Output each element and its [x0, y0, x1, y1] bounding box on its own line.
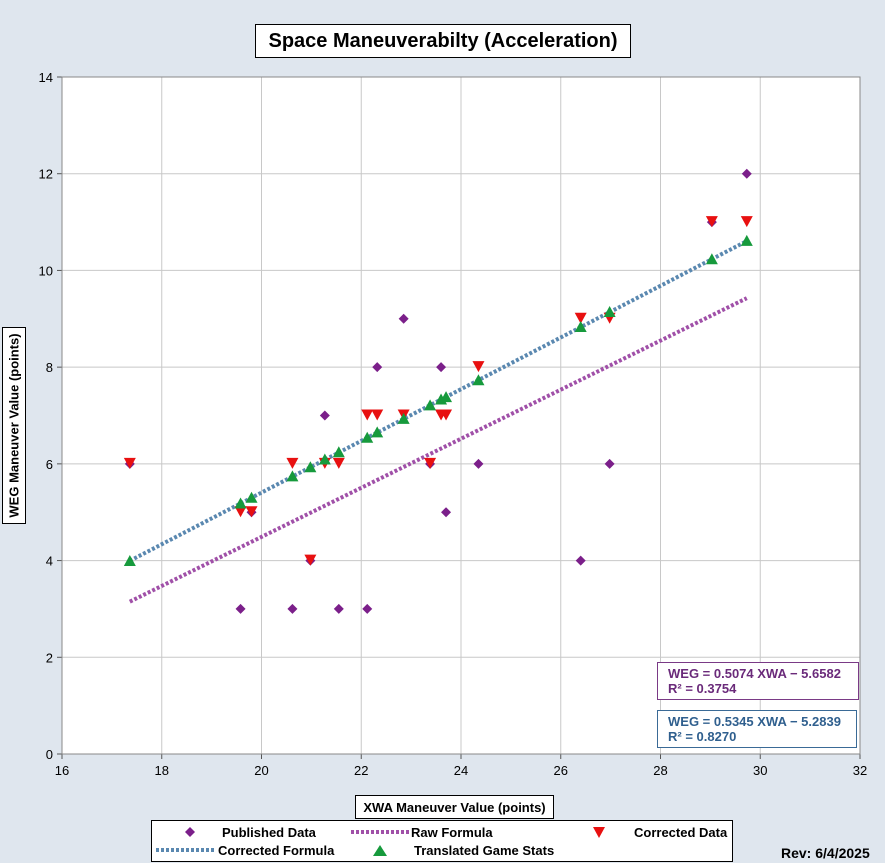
x-tick-label: 16 [55, 763, 69, 778]
translated-game-stats-point [123, 555, 136, 567]
y-tick-label: 14 [39, 70, 53, 85]
x-tick-label: 26 [554, 763, 568, 778]
y-tick-label: 8 [46, 360, 53, 375]
triangle-up-icon [352, 841, 414, 859]
corrected-data-point [472, 361, 485, 373]
x-tick-label: 18 [155, 763, 169, 778]
translated-game-stats-point [245, 491, 258, 503]
raw-equation-box: WEG = 0.5074 XWA − 5.6582 R² = 0.3754 [657, 662, 859, 700]
published-data-point [741, 168, 752, 179]
raw-r-squared: R² = 0.3754 [668, 681, 737, 696]
x-tick-label: 22 [354, 763, 368, 778]
translated-game-stats-point [574, 321, 587, 333]
corrected-data-point [371, 409, 384, 421]
published-data-point [436, 362, 447, 373]
published-data-point [473, 458, 484, 469]
translated-game-stats-point [332, 446, 345, 458]
translated-game-stats-point [318, 453, 331, 465]
raw-formula-line [128, 296, 748, 604]
legend-item-corrected-formula: Corrected Formula [154, 841, 334, 859]
published-data-point [575, 555, 586, 566]
corrected-data-point [123, 457, 136, 469]
translated-game-stats-point [440, 391, 453, 403]
y-tick-label: 2 [46, 650, 53, 665]
translated-game-stats-point [234, 497, 247, 509]
y-axis-label: WEG Maneuver Value (points) [6, 333, 22, 518]
published-data-point [441, 507, 452, 518]
translated-game-stats-point [472, 374, 485, 386]
corrected-data-point [740, 216, 753, 228]
corrected-data-point [424, 457, 437, 469]
x-tick-label: 32 [853, 763, 867, 778]
corrected-data-point [332, 457, 345, 469]
corrected-data-point [245, 506, 258, 518]
y-axis-label-box: WEG Maneuver Value (points) [2, 327, 26, 524]
diamond-icon [156, 823, 208, 841]
corrected-equation-box: WEG = 0.5345 XWA − 5.2839 R² = 0.8270 [657, 710, 857, 748]
dotted-line-icon [347, 823, 411, 841]
translated-game-stats-point [286, 470, 299, 482]
x-tick-label: 20 [254, 763, 268, 778]
translated-game-stats-point [603, 306, 616, 318]
revision-label: Rev: 6/4/2025 [781, 845, 870, 861]
x-tick-label: 30 [753, 763, 767, 778]
legend-label-raw-formula: Raw Formula [411, 824, 493, 840]
legend-label-published: Published Data [222, 824, 316, 840]
translated-game-stats-point [304, 461, 317, 473]
y-tick-label: 10 [39, 263, 53, 278]
corrected-data-point [574, 312, 587, 324]
corrected-data-point [304, 554, 317, 566]
published-data-point [287, 603, 298, 614]
translated-game-stats-point [397, 412, 410, 424]
legend-item-published: Published Data [156, 823, 316, 841]
raw-equation: WEG = 0.5074 XWA − 5.6582 [668, 666, 841, 681]
y-tick-label: 0 [46, 747, 53, 762]
triangle-down-icon [570, 823, 630, 841]
published-data-point [604, 458, 615, 469]
x-tick-label: 24 [454, 763, 468, 778]
x-axis-label: XWA Maneuver Value (points) [355, 795, 554, 819]
translated-game-stats-point [705, 253, 718, 265]
y-tick-label: 6 [46, 457, 53, 472]
published-data-point [235, 603, 246, 614]
corrected-data-point [361, 409, 374, 421]
y-tick-label: 4 [46, 554, 53, 569]
translated-game-stats-point [371, 426, 384, 438]
corrected-data-point [234, 506, 247, 518]
data-points [123, 168, 753, 614]
published-data-point [372, 362, 383, 373]
legend-item-corrected-data: Corrected Data [570, 823, 727, 841]
legend-item-translated: Translated Game Stats [352, 841, 554, 859]
legend-item-raw-formula: Raw Formula [347, 823, 493, 841]
x-tick-label: 28 [653, 763, 667, 778]
corrected-r-squared: R² = 0.8270 [668, 729, 737, 744]
corrected-data-point [705, 216, 718, 228]
corrected-equation: WEG = 0.5345 XWA − 5.2839 [668, 714, 841, 729]
translated-game-stats-point [424, 399, 437, 411]
legend-label-translated: Translated Game Stats [414, 842, 555, 858]
legend-label-corrected-data: Corrected Data [634, 824, 728, 840]
plot-border [61, 76, 861, 755]
chart-title: Space Maneuverabilty (Acceleration) [255, 24, 631, 58]
translated-game-stats-point [361, 431, 374, 443]
published-data-point [362, 603, 373, 614]
published-data-point [319, 410, 330, 421]
dotted-line-icon [154, 841, 218, 859]
published-data-point [333, 603, 344, 614]
legend-label-corrected-formula: Corrected Formula [218, 842, 335, 858]
y-tick-label: 12 [39, 167, 53, 182]
translated-game-stats-point [740, 234, 753, 246]
corrected-data-point [286, 457, 299, 469]
published-data-point [398, 313, 409, 324]
legend: Published Data Raw Formula Corrected Dat… [151, 820, 733, 862]
corrected-data-point [440, 409, 453, 421]
